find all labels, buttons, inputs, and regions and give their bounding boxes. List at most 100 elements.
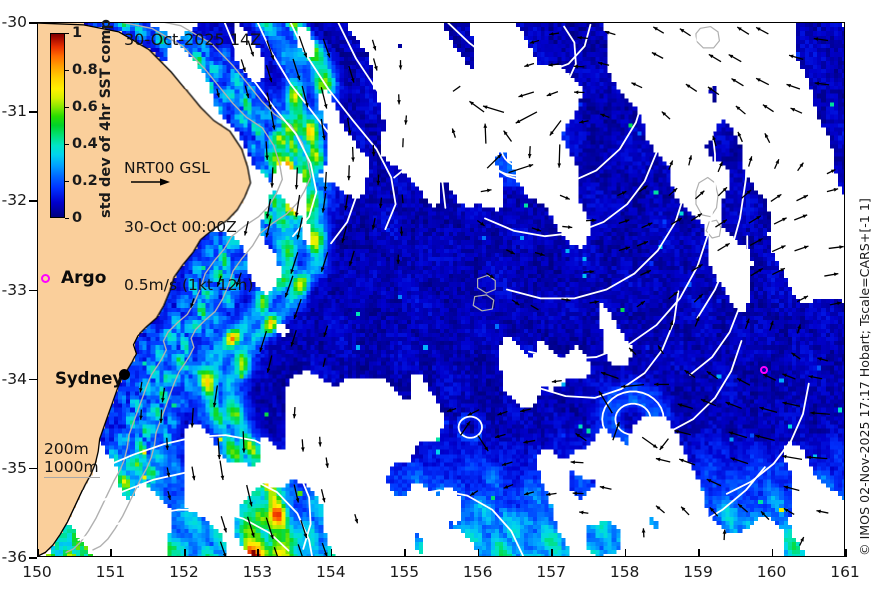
velocity-vector-arrow bbox=[770, 193, 782, 202]
velocity-vector-arrow bbox=[549, 32, 560, 36]
bathymetry-contour-1000m bbox=[92, 23, 312, 551]
island-outline bbox=[695, 25, 721, 49]
velocity-vector-arrow bbox=[717, 186, 728, 197]
velocity-vector-arrow bbox=[755, 77, 770, 86]
ssh-streamline bbox=[393, 23, 431, 179]
x-axis-tick-mark bbox=[110, 549, 113, 557]
x-axis-tick-mark bbox=[551, 549, 553, 557]
velocity-vector-arrow bbox=[760, 510, 770, 521]
velocity-vector-arrow bbox=[508, 163, 534, 174]
date-title: 30-Oct-2025 14Z bbox=[124, 30, 262, 49]
argo-float-marker[interactable] bbox=[760, 366, 768, 374]
velocity-vector-arrow bbox=[688, 155, 693, 166]
y-axis-tick-label: -34 bbox=[1, 369, 27, 388]
velocity-vector-arrow bbox=[191, 466, 196, 481]
velocity-vector-arrow bbox=[715, 219, 728, 228]
velocity-vector-arrow bbox=[240, 59, 246, 73]
velocity-vector-arrow bbox=[661, 111, 671, 120]
velocity-vector-arrow bbox=[557, 144, 562, 168]
x-axis-tick-label: 158 bbox=[609, 563, 640, 581]
velocity-vector-arrow bbox=[322, 38, 331, 58]
velocity-vector-arrow bbox=[482, 105, 505, 113]
velocity-vector-arrow bbox=[292, 407, 297, 419]
velocity-vector-arrow bbox=[320, 118, 326, 141]
x-axis-tick-mark bbox=[257, 549, 259, 557]
velocity-vector-arrow bbox=[246, 516, 255, 538]
velocity-vector-arrow bbox=[341, 225, 348, 243]
velocity-vector-arrow bbox=[300, 439, 305, 452]
velocity-vector-arrow bbox=[301, 85, 309, 108]
y-axis-tick-label: -33 bbox=[1, 280, 27, 299]
ssh-streamline bbox=[256, 23, 357, 245]
velocity-vector-arrow bbox=[451, 128, 456, 138]
velocity-vector-arrow bbox=[668, 160, 674, 170]
velocity-vector-arrow bbox=[577, 35, 588, 40]
velocity-vector-arrow bbox=[750, 267, 764, 277]
velocity-vector-arrow bbox=[322, 358, 326, 368]
velocity-vector-arrow bbox=[813, 37, 829, 42]
velocity-vector-arrow bbox=[728, 431, 748, 439]
velocity-vector-arrow bbox=[501, 461, 513, 466]
sydney-marker-icon bbox=[119, 369, 130, 380]
velocity-vector-arrow bbox=[755, 434, 775, 441]
velocity-vector-arrow bbox=[378, 197, 383, 209]
velocity-vector-arrow bbox=[796, 295, 809, 303]
ssh-streamline bbox=[696, 23, 749, 319]
velocity-vector-arrow bbox=[783, 507, 795, 516]
velocity-vector-arrow bbox=[344, 194, 349, 211]
velocity-vector-arrow bbox=[744, 318, 750, 330]
ssh-streamline bbox=[88, 469, 313, 556]
velocity-vector-arrow bbox=[503, 483, 514, 489]
velocity-vector-arrow bbox=[728, 54, 742, 63]
velocity-vector-arrow bbox=[786, 83, 801, 90]
velocity-vector-arrow bbox=[376, 174, 381, 186]
velocity-vector-arrow bbox=[651, 51, 664, 59]
velocity-vector-arrow bbox=[573, 64, 585, 69]
velocity-vector-arrow bbox=[494, 433, 506, 439]
velocity-vector-arrow bbox=[638, 185, 648, 193]
velocity-vector-arrow bbox=[759, 406, 778, 413]
velocity-vector-arrow bbox=[351, 146, 355, 162]
colorbar-tick-mark bbox=[65, 144, 69, 146]
velocity-vector-arrow bbox=[292, 58, 301, 81]
velocity-vector-arrow bbox=[546, 492, 557, 497]
velocity-vector-arrow bbox=[782, 401, 801, 407]
velocity-vector-arrow bbox=[562, 225, 573, 229]
velocity-vector-arrow bbox=[655, 457, 671, 463]
velocity-vector-arrow bbox=[320, 251, 329, 272]
velocity-vector-arrow bbox=[618, 219, 630, 224]
velocity-vector-arrow bbox=[235, 272, 242, 287]
argo-marker-icon bbox=[41, 273, 50, 283]
velocity-vector-arrow bbox=[219, 541, 227, 556]
velocity-vector-arrow bbox=[826, 168, 836, 175]
x-axis-tick-label: 152 bbox=[169, 563, 199, 581]
x-axis-tick-label: 153 bbox=[242, 563, 273, 581]
velocity-vector-arrow bbox=[735, 105, 746, 115]
velocity-vector-arrow bbox=[348, 65, 355, 83]
colorbar-tick-mark bbox=[65, 33, 69, 35]
velocity-vector-arrow bbox=[486, 272, 495, 279]
velocity-vector-arrow bbox=[824, 272, 839, 277]
map-plot-area[interactable] bbox=[37, 22, 845, 557]
velocity-vector-arrow bbox=[469, 100, 485, 113]
colorbar-tick-mark bbox=[65, 70, 69, 72]
velocity-vector-arrow bbox=[640, 269, 652, 276]
velocity-vector-arrow bbox=[217, 438, 222, 460]
depth-label-200m: 200m bbox=[44, 440, 89, 458]
velocity-vector-arrow bbox=[349, 250, 355, 267]
velocity-vector-arrow bbox=[796, 194, 809, 202]
velocity-vector-arrow bbox=[321, 542, 328, 556]
x-axis-tick-mark bbox=[404, 549, 406, 557]
x-axis-tick-mark bbox=[183, 549, 186, 557]
ssh-streamline bbox=[289, 23, 397, 231]
velocity-vector-arrow bbox=[737, 131, 743, 143]
velocity-vector-arrow bbox=[636, 300, 646, 308]
velocity-vector-arrow bbox=[480, 188, 492, 193]
velocity-vector-arrow bbox=[265, 517, 274, 540]
depth-label-1000m: 1000m bbox=[44, 458, 99, 476]
colorbar-title: std dev of 4hr SST comp bbox=[98, 19, 114, 218]
velocity-vector-arrow bbox=[782, 454, 803, 461]
ssh-streamline bbox=[337, 23, 447, 209]
velocity-vector-arrow bbox=[266, 92, 272, 110]
velocity-vector-arrow bbox=[270, 111, 276, 130]
